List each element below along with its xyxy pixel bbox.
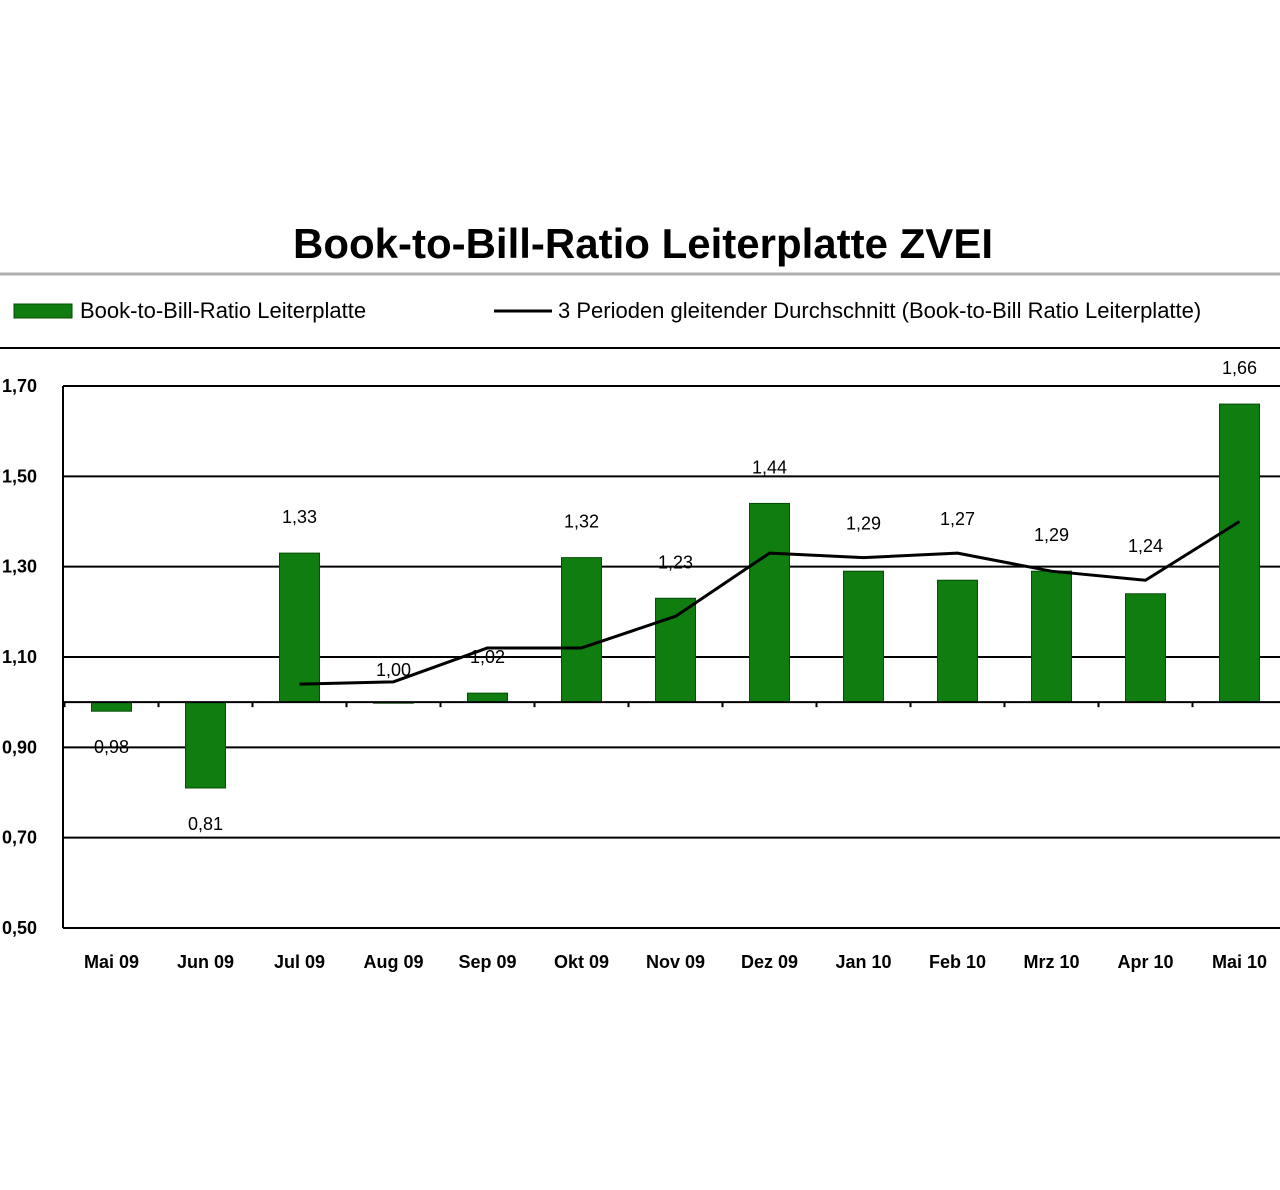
data-label: 0,81 bbox=[188, 814, 223, 834]
bar bbox=[91, 701, 132, 712]
x-tick-label: Sep 09 bbox=[458, 952, 516, 972]
x-tick-label: Dez 09 bbox=[741, 952, 798, 972]
data-label: 1,02 bbox=[470, 647, 505, 667]
bar bbox=[279, 552, 320, 703]
data-label: 1,29 bbox=[1034, 525, 1069, 545]
bar bbox=[843, 570, 884, 703]
y-tick-label: 0,70 bbox=[2, 828, 37, 848]
x-tick-label: Feb 10 bbox=[929, 952, 986, 972]
data-label: 1,66 bbox=[1222, 358, 1257, 378]
bar bbox=[655, 597, 696, 703]
x-tick-label: Okt 09 bbox=[554, 952, 609, 972]
y-tick-label: 0,50 bbox=[2, 918, 37, 938]
moving-average-line bbox=[299, 520, 1241, 686]
bar bbox=[467, 692, 508, 703]
y-tick-label: 1,10 bbox=[2, 647, 37, 667]
data-label: 1,27 bbox=[940, 509, 975, 529]
moving-average bbox=[299, 520, 1241, 686]
y-tick-label: 1,70 bbox=[2, 376, 37, 396]
y-axis-ticks: 0,50 0,70 0,90 1,10 1,30 1,50 1,70 bbox=[2, 376, 37, 938]
bar bbox=[749, 502, 790, 703]
data-label: 1,24 bbox=[1128, 536, 1163, 556]
x-axis-ticks: Mai 09 Jun 09 Jul 09 Aug 09 Sep 09 Okt 09 Nov … bbox=[84, 952, 1267, 972]
data-label: 1,44 bbox=[752, 457, 787, 477]
bar bbox=[561, 557, 602, 703]
x-tick-label: Mai 10 bbox=[1212, 952, 1267, 972]
gridlines bbox=[63, 385, 1280, 929]
x-tick-label: Apr 10 bbox=[1117, 952, 1173, 972]
bar bbox=[185, 701, 226, 789]
legend-bar-label: Book-to-Bill-Ratio Leiterplatte bbox=[80, 298, 366, 323]
bar bbox=[1031, 570, 1072, 703]
data-labels: 0,98 0,81 1,33 1,00 1,02 1,32 1,23 1,44 1,29 1,27… bbox=[94, 358, 1257, 834]
data-label: 0,98 bbox=[94, 737, 129, 757]
x-tick-label: Mrz 10 bbox=[1023, 952, 1079, 972]
x-tick-label: Nov 09 bbox=[646, 952, 705, 972]
x-tick-label: Jun 09 bbox=[177, 952, 234, 972]
bar bbox=[1219, 403, 1260, 703]
y-tick-label: 1,30 bbox=[2, 557, 37, 577]
legend: Book-to-Bill-Ratio Leiterplatte 3 Period… bbox=[13, 298, 1201, 323]
x-tick-label: Aug 09 bbox=[363, 952, 423, 972]
y-tick-label: 1,50 bbox=[2, 466, 37, 486]
legend-line-label: 3 Perioden gleitender Durchschnitt (Book… bbox=[558, 298, 1201, 323]
bar bbox=[937, 579, 978, 703]
chart-title: Book-to-Bill-Ratio Leiterplatte ZVEI bbox=[293, 220, 993, 267]
data-label: 1,00 bbox=[376, 660, 411, 680]
data-label: 1,33 bbox=[282, 507, 317, 527]
y-tick-label: 0,90 bbox=[2, 737, 37, 757]
data-label: 1,32 bbox=[564, 512, 599, 532]
x-tick-label: Mai 09 bbox=[84, 952, 139, 972]
data-label: 1,29 bbox=[846, 514, 881, 534]
legend-bar-swatch bbox=[13, 303, 73, 319]
data-label: 1,23 bbox=[658, 552, 693, 572]
bar bbox=[1125, 593, 1166, 703]
bars bbox=[91, 403, 1260, 789]
x-tick-label: Jul 09 bbox=[274, 952, 325, 972]
axes bbox=[62, 386, 1280, 928]
x-tick-label: Jan 10 bbox=[835, 952, 891, 972]
